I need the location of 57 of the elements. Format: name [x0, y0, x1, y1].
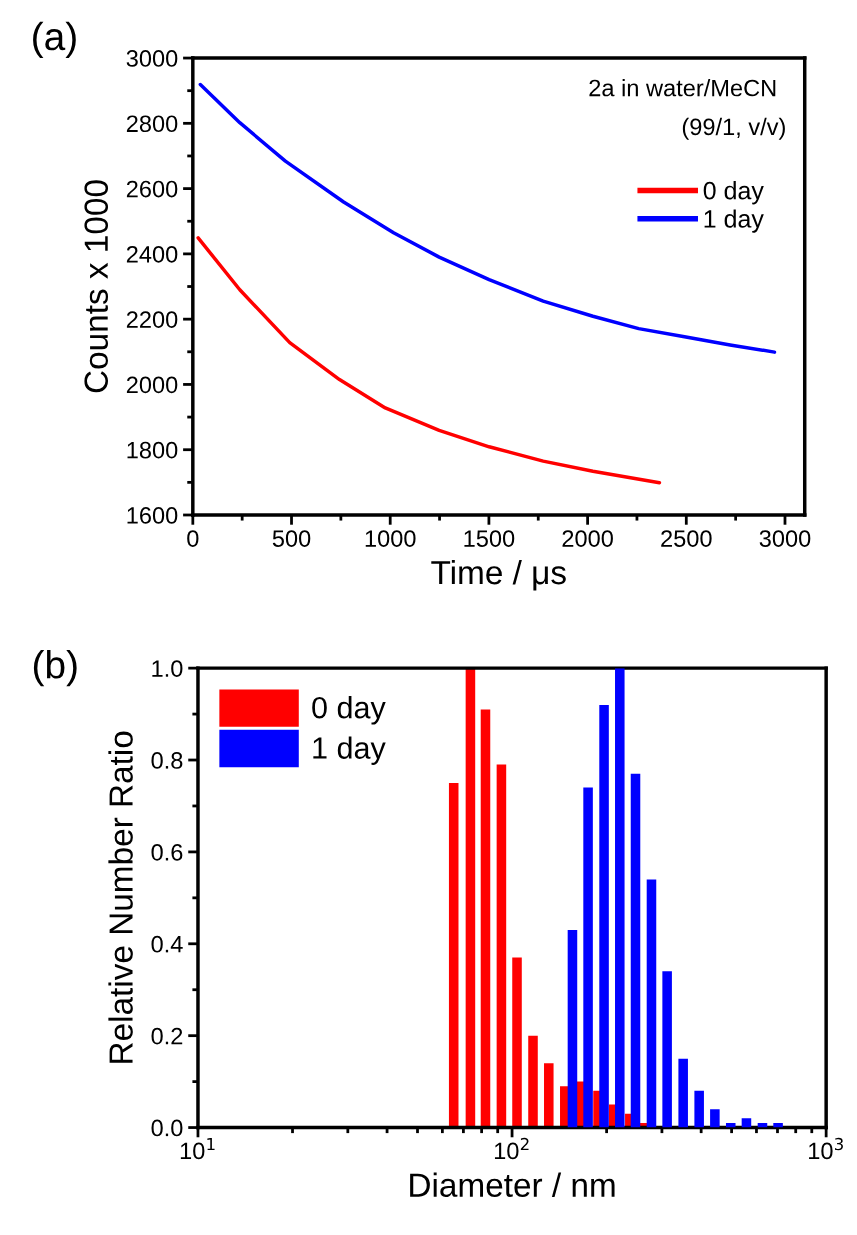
- bar: [710, 1109, 720, 1128]
- y-axis-title: Relative Number Ratio: [108, 731, 133, 1063]
- annotation: 2a in water/MeCN: [589, 79, 776, 97]
- x-tick-label: 3000: [759, 530, 811, 547]
- legend-label: 1 day: [313, 736, 386, 765]
- y-tick-label: 0.0: [151, 1119, 183, 1137]
- y-tick-label: 0.8: [151, 752, 183, 769]
- bar: [583, 787, 593, 1128]
- bar: [512, 957, 522, 1128]
- y-tick-label: 0.6: [151, 843, 183, 861]
- bar: [741, 1118, 752, 1128]
- y-tick-label: 2000: [126, 376, 178, 394]
- bar: [567, 930, 578, 1128]
- x-tick-label: 0: [187, 530, 199, 547]
- y-tick-label: 2200: [126, 311, 178, 328]
- bar: [528, 1035, 538, 1128]
- y-tick-label: 2400: [126, 245, 178, 263]
- chart-title: (a): [33, 21, 76, 59]
- y-tick-label: 2800: [126, 115, 178, 133]
- chart-title: (b): [33, 650, 77, 687]
- bar: [694, 1090, 704, 1128]
- y-tick-label: 1.0: [152, 660, 183, 677]
- legend-label: 0 day: [703, 181, 764, 205]
- bar: [662, 971, 672, 1128]
- bar: [773, 1122, 783, 1128]
- bar: [544, 1063, 554, 1128]
- legend-label: 0 day: [312, 696, 386, 725]
- bar: [725, 1122, 736, 1128]
- x-tick-label: 10$^{1}$: [180, 1138, 215, 1160]
- x-tick-label: 2000: [562, 530, 613, 547]
- x-axis-title: Time / μs: [431, 559, 566, 591]
- y-tick-label: 0.4: [151, 935, 183, 953]
- bar: [615, 668, 625, 1128]
- bar: [480, 709, 491, 1128]
- y-tick-label: 2600: [126, 180, 178, 198]
- y-tick-label: 1800: [127, 441, 178, 459]
- bar: [496, 764, 507, 1128]
- bar: [448, 782, 459, 1128]
- bar: [646, 879, 657, 1128]
- y-axis-title: Counts x 1000: [84, 180, 109, 393]
- x-tick-label: 500: [272, 530, 311, 547]
- x-axis-title: Diameter / nm: [410, 1172, 615, 1197]
- bar: [678, 1058, 688, 1128]
- y-tick-label: 3000: [126, 50, 178, 67]
- line-series: [196, 236, 662, 485]
- legend-label: 1 day: [704, 209, 764, 233]
- y-tick-label: 0.2: [151, 1027, 183, 1045]
- bar: [630, 773, 641, 1128]
- x-tick-label: 10$^{3}$: [809, 1137, 843, 1160]
- annotation: (99/1, v/v): [682, 117, 785, 140]
- bar: [465, 668, 476, 1128]
- x-tick-label: 1500: [464, 530, 515, 547]
- y-tick-label: 1600: [127, 507, 178, 524]
- x-tick-label: 1000: [365, 530, 416, 547]
- bar: [599, 704, 609, 1128]
- x-tick-label: 2500: [661, 530, 712, 547]
- x-tick-label: 10$^{2}$: [494, 1137, 529, 1160]
